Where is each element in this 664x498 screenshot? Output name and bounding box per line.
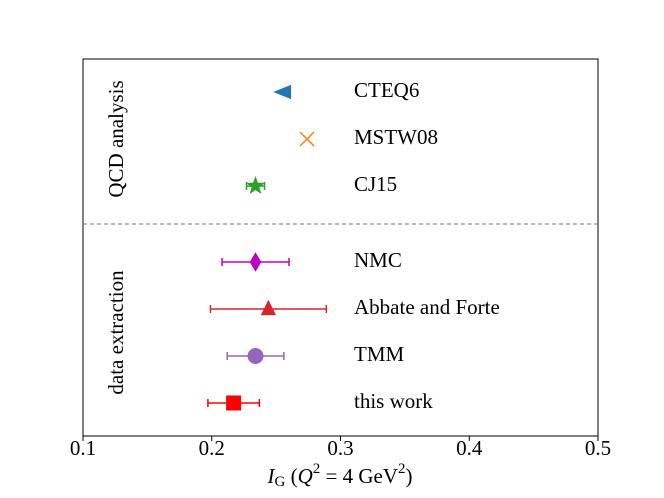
plot-frame (82, 58, 599, 437)
point-label: this work (354, 389, 433, 413)
x-tick-label: 0.3 (327, 436, 353, 460)
point-label: CTEQ6 (354, 78, 419, 102)
point-label: Abbate and Forte (354, 295, 500, 319)
marker (260, 299, 277, 316)
x-tick-label: 0.4 (456, 436, 483, 460)
marker (246, 176, 266, 195)
point-label: MSTW08 (354, 125, 438, 149)
marker (226, 395, 242, 411)
marker (299, 131, 315, 147)
marker (247, 348, 264, 364)
x-tick-label: 0.1 (70, 436, 96, 460)
marker (273, 84, 292, 100)
group-label: QCD analysis (104, 80, 128, 197)
x-tick-label: 0.5 (585, 436, 611, 460)
marker (249, 252, 262, 272)
group-label: data extraction (104, 270, 128, 395)
point-label: NMC (354, 248, 402, 272)
x-axis-label: IG​ (Q2​ = 4 GeV2​) (266, 461, 412, 490)
x-tick-label: 0.2 (199, 436, 225, 460)
point-label: TMM (354, 342, 405, 366)
point-label: CJ15 (354, 172, 397, 196)
